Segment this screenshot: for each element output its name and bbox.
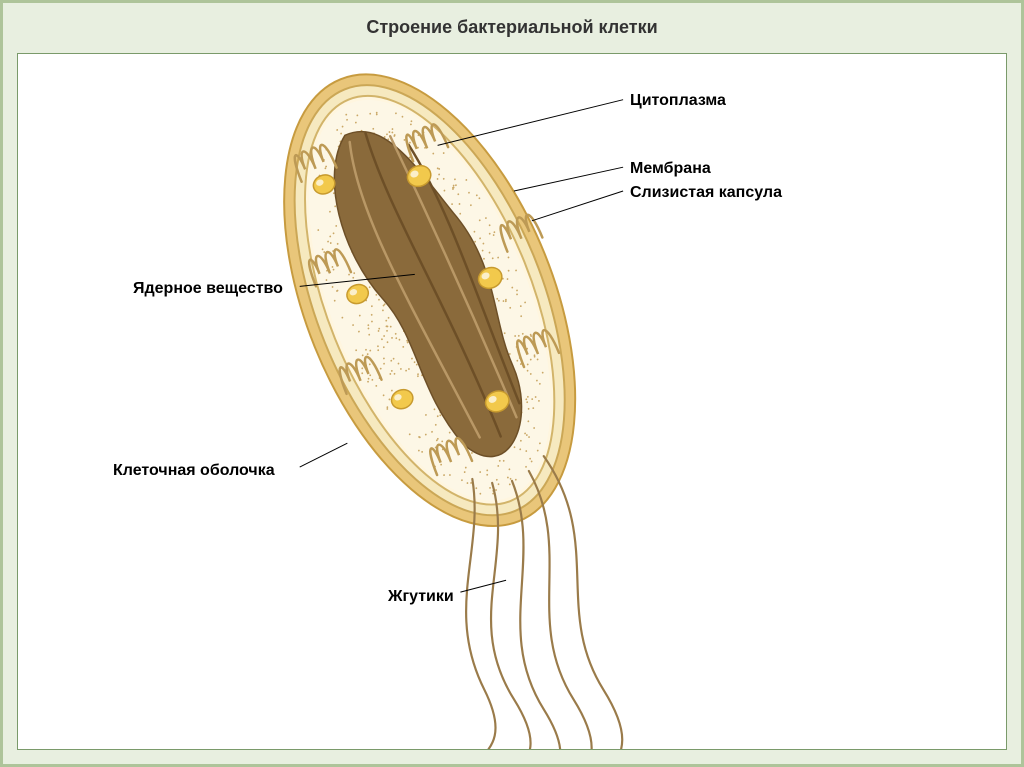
label-cytoplasm: Цитоплазма xyxy=(630,92,726,110)
outer-frame: Строение бактериальной клетки Цитоплазма… xyxy=(0,0,1024,767)
label-flagella: Жгутики xyxy=(388,588,454,606)
label-nucleoid: Ядерное вещество xyxy=(133,280,283,298)
diagram-title: Строение бактериальной клетки xyxy=(9,9,1015,50)
label-capsule: Слизистая капсула xyxy=(630,184,782,202)
diagram-canvas xyxy=(18,54,1006,749)
inner-panel: Цитоплазма Мембрана Слизистая капсула Ядерн… xyxy=(17,53,1007,750)
label-membrane: Мембрана xyxy=(630,160,711,178)
label-wall: Клеточная оболочка xyxy=(113,462,275,480)
